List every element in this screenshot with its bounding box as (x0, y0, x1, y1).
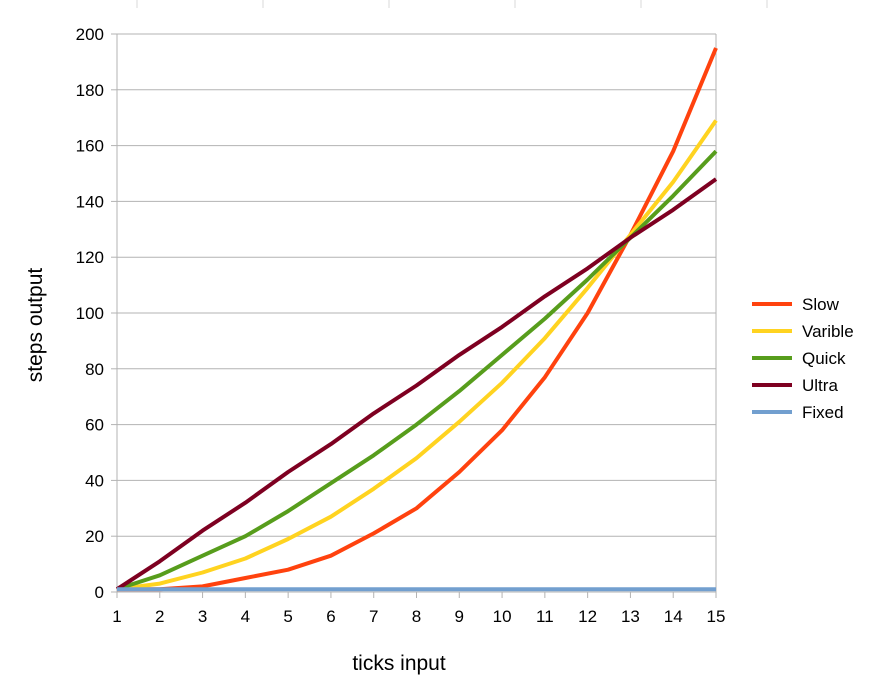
y-tick-label-120: 120 (76, 248, 104, 267)
x-axis-tick-labels: 1 2 3 4 5 6 7 8 9 10 11 12 13 14 15 (112, 607, 725, 626)
y-axis-title: steps output (24, 268, 47, 383)
x-tick-label-11: 11 (536, 607, 554, 626)
x-tick-label-14: 14 (664, 607, 683, 626)
x-tick-label-6: 6 (326, 607, 335, 626)
x-tick-label-7: 7 (369, 607, 378, 626)
x-tick-label-12: 12 (578, 607, 597, 626)
y-tick-label-40: 40 (85, 471, 104, 490)
x-tick-label-2: 2 (155, 607, 164, 626)
y-tick-label-60: 60 (85, 416, 104, 435)
chart-gridlines (111, 33, 717, 598)
x-tick-label-13: 13 (621, 607, 640, 626)
y-tick-label-100: 100 (76, 304, 104, 323)
x-tick-label-1: 1 (112, 607, 121, 626)
legend-label-varible: Varible (802, 322, 854, 341)
y-tick-label-180: 180 (76, 81, 104, 100)
legend-label-ultra: Ultra (802, 376, 838, 395)
x-tick-label-8: 8 (412, 607, 421, 626)
x-tick-label-4: 4 (241, 607, 250, 626)
y-axis-tick-labels: 0 20 40 60 80 100 120 140 160 180 200 (76, 25, 104, 602)
x-tick-label-3: 3 (198, 607, 207, 626)
y-tick-label-160: 160 (76, 137, 104, 156)
legend-label-fixed: Fixed (802, 403, 844, 422)
x-tick-label-9: 9 (455, 607, 464, 626)
y-tick-label-0: 0 (95, 583, 104, 602)
x-tick-label-5: 5 (283, 607, 292, 626)
x-tick-label-15: 15 (707, 607, 726, 626)
x-axis-title: ticks input (352, 652, 446, 675)
chart-series (115, 47, 718, 592)
top-separators (136, 0, 768, 8)
x-tick-label-10: 10 (493, 607, 512, 626)
series-line-quick (116, 149, 718, 592)
series-line-ultra (115, 177, 718, 591)
y-tick-label-80: 80 (85, 360, 104, 379)
y-tick-label-200: 200 (76, 25, 104, 44)
y-tick-label-20: 20 (85, 527, 104, 546)
chart-legend: Slow Varible Quick Ultra Fixed (752, 295, 854, 422)
legend-label-slow: Slow (802, 295, 840, 314)
y-tick-label-140: 140 (76, 192, 104, 211)
legend-label-quick: Quick (802, 349, 846, 368)
series-line-slow (117, 47, 718, 592)
series-line-varible (116, 119, 718, 592)
